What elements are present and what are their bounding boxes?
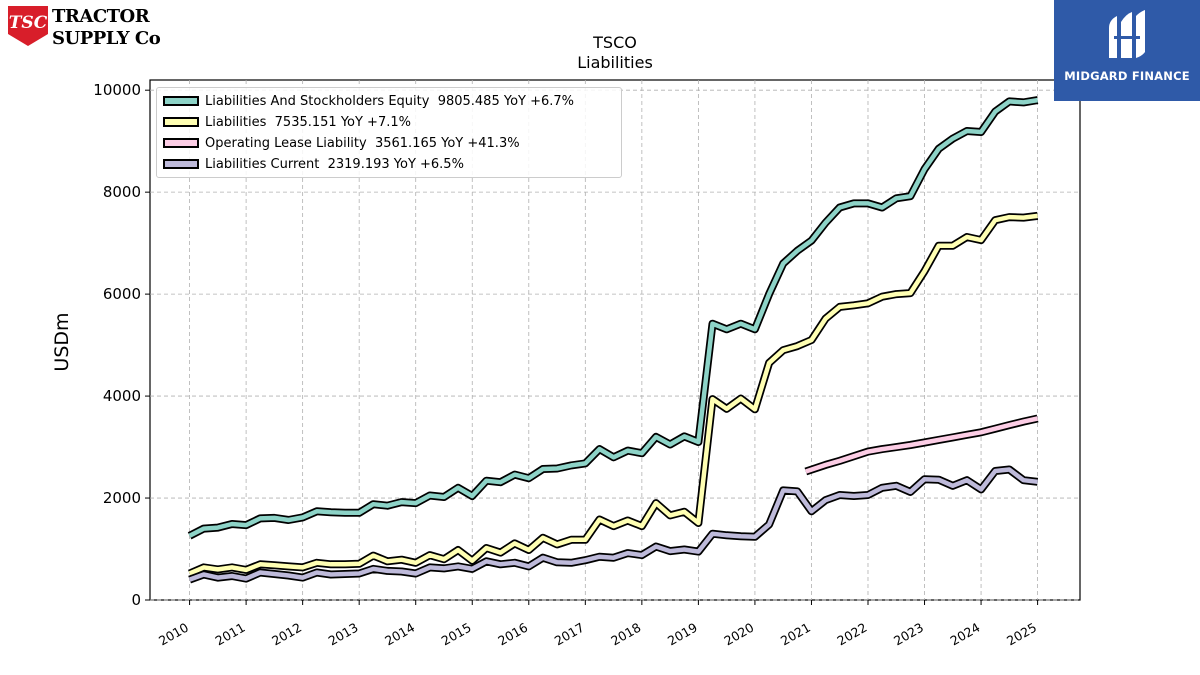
x-tick-label: 2013 [326, 620, 361, 649]
x-tick-label: 2020 [721, 620, 756, 649]
legend-label: Liabilities 7535.151 YoY +7.1% [205, 114, 411, 130]
legend-label: Liabilities Current 2319.193 YoY +6.5% [205, 156, 464, 172]
midgard-finance-logo: MIDGARD FINANCE [1054, 0, 1200, 101]
x-tick-label: 2014 [382, 620, 417, 649]
y-tick-label: 4000 [103, 387, 141, 405]
x-tick-label: 2019 [665, 620, 700, 649]
legend: Liabilities And Stockholders Equity 9805… [156, 87, 622, 178]
y-axis-label: USDm [51, 312, 73, 371]
legend-swatch [163, 117, 199, 127]
legend-swatch [163, 138, 199, 148]
x-tick-label: 2010 [156, 620, 191, 649]
x-tick-label: 2025 [1004, 620, 1039, 649]
chart-subtitle: Liabilities [577, 53, 653, 72]
x-tick-label: 2015 [439, 620, 474, 649]
x-tick-label: 2018 [608, 620, 643, 649]
series-line [188, 467, 1038, 582]
y-tick-label: 2000 [103, 489, 141, 507]
legend-label: Liabilities And Stockholders Equity 9805… [205, 93, 575, 109]
chart-title: TSCO [593, 33, 637, 52]
brand-name: MIDGARD FINANCE [1064, 69, 1190, 83]
x-tick-label: 2012 [269, 620, 304, 649]
y-tick-label: 6000 [103, 285, 141, 303]
x-tick-label: 2011 [213, 620, 248, 649]
y-tick-label: 0 [131, 591, 141, 609]
x-tick-label: 2021 [778, 620, 813, 649]
legend-item: Liabilities And Stockholders Equity 9805… [163, 92, 574, 110]
series-line [805, 416, 1039, 474]
x-tick-label: 2016 [495, 620, 530, 649]
svg-text:TRACTOR: TRACTOR [52, 6, 151, 27]
legend-label: Operating Lease Liability 3561.165 YoY +… [205, 135, 520, 151]
series-line [188, 97, 1038, 538]
tractor-supply-logo: TSC TRACTOR SUPPLY Co [6, 4, 162, 49]
x-tick-label: 2017 [552, 620, 587, 649]
midgard-mark-icon [1109, 10, 1145, 58]
legend-item: Liabilities Current 2319.193 YoY +6.5% [163, 155, 464, 173]
logo-badge-text: TSC [9, 13, 48, 33]
y-tick-label: 8000 [103, 183, 141, 201]
x-tick-label: 2024 [948, 620, 983, 649]
legend-swatch [163, 96, 199, 106]
series-line [188, 213, 1038, 576]
legend-item: Liabilities 7535.151 YoY +7.1% [163, 113, 411, 131]
svg-text:SUPPLY Co: SUPPLY Co [52, 28, 161, 48]
legend-swatch [163, 159, 199, 169]
y-tick-label: 10000 [93, 81, 141, 99]
x-tick-label: 2023 [891, 620, 926, 649]
series-layer [187, 96, 1039, 584]
x-tick-label: 2022 [834, 620, 869, 649]
legend-item: Operating Lease Liability 3561.165 YoY +… [163, 134, 520, 152]
